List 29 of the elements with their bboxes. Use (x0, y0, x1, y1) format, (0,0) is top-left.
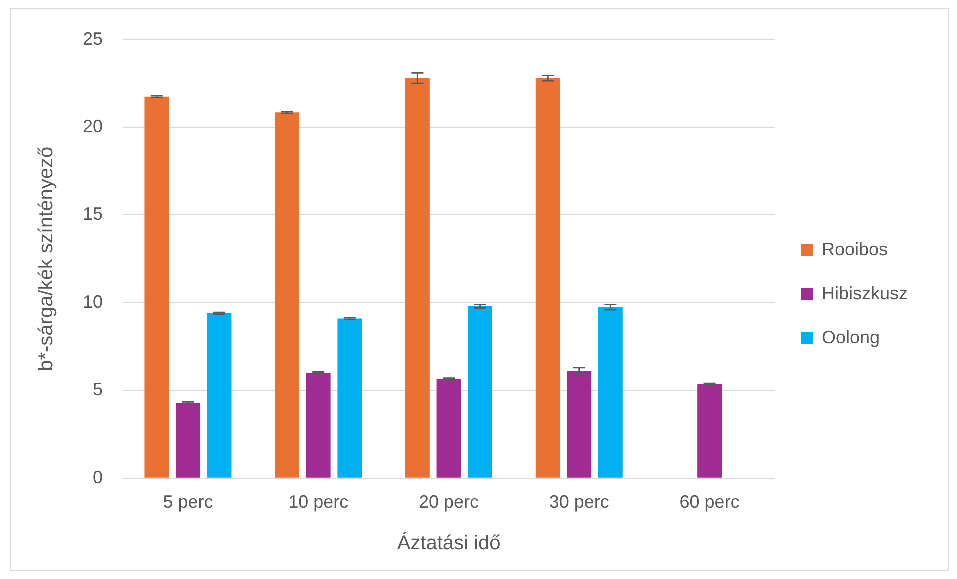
bar (144, 96, 170, 478)
y-tick-label: 5 (93, 380, 104, 400)
y-tick-label: 0 (93, 467, 104, 488)
y-tick-label: 15 (82, 204, 104, 224)
bar (406, 78, 430, 478)
x-tick-label: 60 perc (680, 492, 740, 512)
bar (698, 384, 722, 478)
bar (567, 371, 592, 478)
legend-label: Oolong (822, 327, 880, 348)
bar (338, 318, 362, 478)
x-axis-title: Áztatási idő (397, 532, 501, 555)
x-tick-label: 30 perc (549, 492, 610, 512)
bar (306, 373, 331, 478)
y-tick-label: 25 (82, 28, 104, 49)
x-tick-label: 20 perc (418, 492, 480, 512)
bar (536, 78, 560, 478)
bar (468, 306, 492, 478)
bar (436, 379, 462, 478)
bar (176, 402, 200, 478)
legend-label: Rooibos (822, 239, 888, 260)
x-tick-label: 10 perc (288, 492, 349, 512)
y-axis-title: b*-sárga/kék színtényező (36, 146, 58, 372)
x-tick-label: 5 perc (163, 492, 214, 512)
bar (275, 112, 300, 478)
y-tick-label: 20 (82, 116, 104, 136)
bar (598, 307, 623, 478)
y-tick-label: 10 (82, 292, 104, 312)
bar (207, 313, 232, 478)
legend-label: Hibiszkusz (822, 283, 908, 304)
